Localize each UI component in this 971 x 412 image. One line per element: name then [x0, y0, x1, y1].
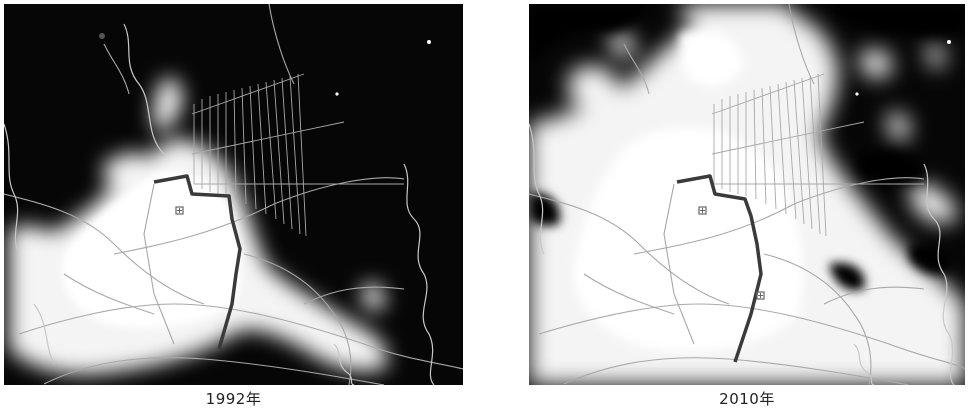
light-dot	[335, 92, 339, 96]
road-network	[529, 4, 965, 385]
night-light-map-1992	[4, 4, 463, 385]
night-light-map-2010	[529, 4, 965, 385]
urban-light-core	[61, 170, 242, 328]
caption-1992: 1992年	[205, 390, 262, 408]
river	[529, 123, 955, 385]
caption-2010: 2010年	[719, 390, 775, 408]
dark-area	[529, 4, 965, 291]
city-marker	[756, 291, 765, 300]
boundary-line	[153, 174, 242, 350]
canal-grid	[711, 73, 924, 237]
city-marker	[698, 206, 707, 215]
map-panel-1992	[4, 4, 463, 385]
light-dot	[427, 40, 431, 44]
city-marker	[175, 206, 184, 215]
canal-grid	[191, 73, 404, 237]
light-dot	[855, 92, 859, 96]
light-dot	[947, 40, 951, 44]
river	[4, 23, 435, 385]
map-panel-2010	[529, 4, 965, 385]
boundary-line	[676, 174, 763, 363]
road-network	[4, 4, 463, 385]
light-dot	[99, 33, 105, 39]
